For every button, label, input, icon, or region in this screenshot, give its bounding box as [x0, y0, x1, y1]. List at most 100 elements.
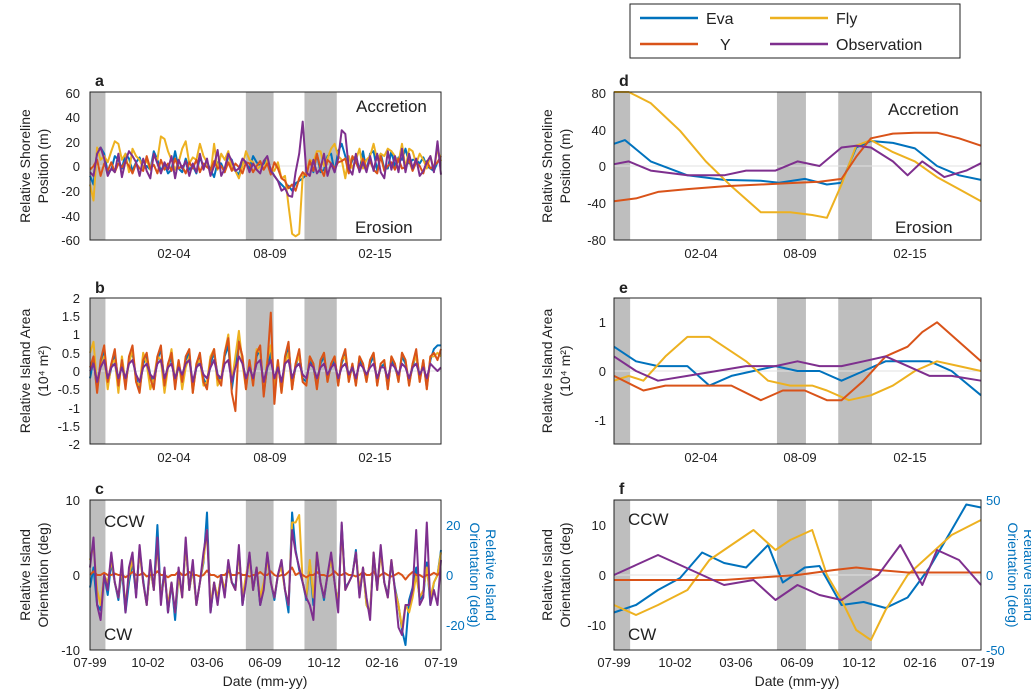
panel-f-xtick: 07-99 [597, 655, 630, 670]
panel-a-ytick: -20 [61, 184, 80, 199]
panel-b-ytick: 0 [73, 364, 80, 379]
panel-e-label: e [619, 280, 628, 297]
panel-c-rlabel-2: Orientation (deg) [467, 522, 483, 627]
panel-b-xtick: 02-15 [358, 450, 391, 465]
panel-f-ytick-right: 0 [986, 568, 993, 583]
panel-f-ylabel-1: Relative Island [539, 529, 555, 621]
panel-f-xtick: 03-06 [719, 655, 752, 670]
panel-f-xtick: 10-12 [842, 655, 875, 670]
panel-d-xtick: 08-09 [783, 246, 816, 261]
panel-b-xtick: 02-04 [157, 450, 190, 465]
panel-f-ytick: 10 [592, 518, 606, 533]
panel-d-series-observation [613, 144, 982, 179]
panel-d-series-eva [613, 139, 982, 186]
panel-b-frame [89, 297, 442, 445]
panel-f-lines [613, 503, 982, 641]
panel-d-ytick: 80 [592, 86, 606, 101]
panel-d-ylabel-2: Position (m) [557, 129, 573, 204]
panel-e-ytick: -1 [594, 413, 606, 428]
panel-e-lines [613, 321, 982, 402]
panel-d-lines [613, 91, 982, 219]
panel-c-ytick: 10 [66, 493, 80, 508]
panel-d-frame [613, 91, 982, 241]
panel-d-ytick: -80 [587, 233, 606, 248]
panel-f-series-observation [613, 544, 982, 601]
panel-d-annot-top: Accretion [888, 100, 959, 119]
legend-label-fly: Fly [836, 11, 857, 28]
panel-a-ytick: -60 [61, 233, 80, 248]
panel-b: b 2 1.5 1 0.5 0 -0.5 -1 -1.5 -2 02-04 08… [17, 280, 442, 465]
panel-d-ytick: 40 [592, 123, 606, 138]
panel-c-xtick: 06-09 [248, 655, 281, 670]
panel-b-ytick: 0.5 [62, 346, 80, 361]
panel-b-ytick: 1.5 [62, 309, 80, 324]
panel-f-ytick-right: 50 [986, 493, 1000, 508]
panel-c-xtick: 07-19 [424, 655, 457, 670]
panel-d-annot-bottom: Erosion [895, 218, 953, 237]
panel-b-series-observation [89, 355, 442, 383]
panel-e-series-fly [613, 335, 982, 402]
panel-b-ytick: 2 [73, 291, 80, 306]
panel-c-series-observation [89, 521, 442, 636]
panel-e-xtick: 02-15 [893, 450, 926, 465]
panel-d-label: d [619, 73, 629, 90]
panel-b-ytick: -0.5 [58, 382, 80, 397]
panel-b-series-y [89, 311, 442, 413]
panel-e-ylabel-2: (10⁴ m²) [557, 345, 573, 396]
panel-c-label: c [95, 481, 104, 498]
legend-label-y: Y [720, 37, 731, 54]
panel-f-xtick: 06-09 [780, 655, 813, 670]
panel-a-annot-top: Accretion [356, 97, 427, 116]
panel-a-frame [89, 91, 442, 241]
panel-c-xtick: 10-02 [131, 655, 164, 670]
panel-a-ylabel-1: Relative Shoreline [17, 109, 33, 223]
panel-c-ytick-right: 0 [446, 568, 453, 583]
panel-b-ytick: -2 [68, 437, 80, 452]
panel-e-frame [613, 297, 982, 445]
panel-d-xtick: 02-15 [893, 246, 926, 261]
panel-c-ytick: -10 [61, 643, 80, 658]
panel-a-xtick: 08-09 [253, 246, 286, 261]
panel-f-ylabel-2: Orientation (deg) [557, 522, 573, 627]
panel-e-xtick: 02-04 [684, 450, 717, 465]
panel-f-xtick: 07-19 [961, 655, 994, 670]
panel-a-label: a [95, 73, 104, 90]
panel-c-xlabel: Date (mm-yy) [223, 673, 308, 689]
panel-c-frame [89, 499, 442, 651]
panel-b-ylabel-1: Relative Island Area [17, 309, 33, 434]
panel-e-ytick: 1 [599, 315, 606, 330]
panel-b-ytick: -1.5 [58, 419, 80, 434]
panel-a-ytick: 60 [66, 86, 80, 101]
panel-f-xtick: 10-02 [658, 655, 691, 670]
panel-e-ylabel-1: Relative Island Area [539, 309, 555, 434]
panel-c-xtick: 10-12 [307, 655, 340, 670]
panel-f: f CCW CW 10 0 -10 50 0 -50 07-99 10-02 0… [539, 481, 1031, 689]
legend-box [629, 3, 961, 59]
panel-f-ytick-right: -50 [986, 643, 1005, 658]
legend-label-observation: Observation [836, 37, 922, 54]
panel-a-ytick: 0 [73, 159, 80, 174]
panel-a-ytick: -40 [61, 209, 80, 224]
panel-e-series-observation [613, 355, 982, 382]
panel-a-ylabel-2: Position (m) [35, 129, 51, 204]
panel-d-xtick: 02-04 [684, 246, 717, 261]
panel-f-xtick: 02-16 [903, 655, 936, 670]
panel-f-ytick: -10 [587, 618, 606, 633]
legend: Eva Fly Y Observation [629, 3, 961, 59]
panel-b-lines [89, 311, 442, 413]
panel-a-series-observation [89, 120, 442, 198]
panel-a-lines [89, 120, 442, 238]
panel-b-ytick: -1 [68, 401, 80, 416]
panel-a: a Accretion Erosion 60 40 20 0 -20 -40 -… [17, 73, 442, 261]
panel-a-ytick: 40 [66, 110, 80, 125]
panel-d-series-y [613, 131, 982, 203]
panel-b-xtick: 08-09 [253, 450, 286, 465]
panel-c-ytick-right: -20 [446, 618, 465, 633]
panel-f-rlabel-1: Relative Island [1021, 529, 1031, 621]
panel-f-annot-top: CCW [628, 510, 669, 529]
panel-e-series-eva [613, 345, 982, 397]
panel-a-xtick: 02-04 [157, 246, 190, 261]
panel-a-ytick: 20 [66, 135, 80, 150]
panel-c-ytick-right: 20 [446, 518, 460, 533]
panel-a-annot-bottom: Erosion [355, 218, 413, 237]
